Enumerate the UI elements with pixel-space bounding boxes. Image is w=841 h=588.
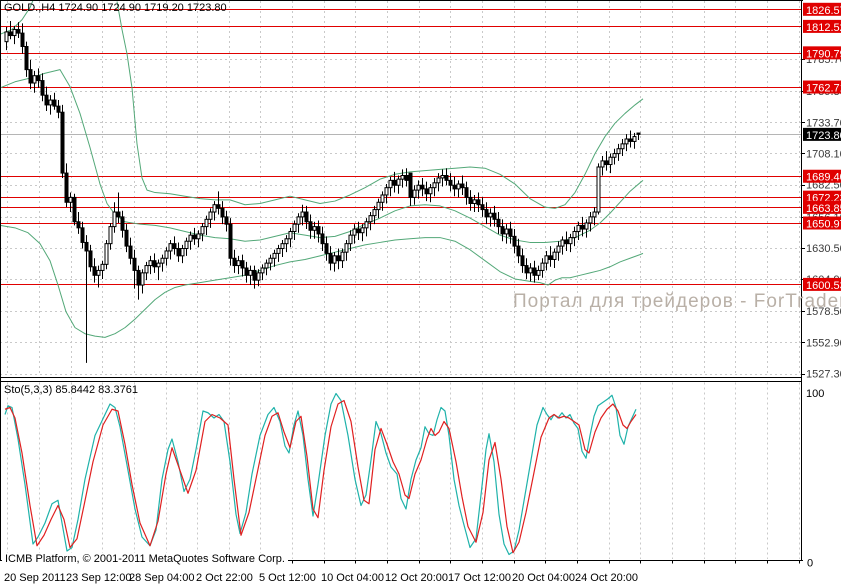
svg-text:1689.40: 1689.40 bbox=[806, 172, 841, 184]
svg-text:2 Oct 22:00: 2 Oct 22:00 bbox=[196, 572, 253, 584]
stochastic-indicator bbox=[4, 392, 637, 556]
svg-text:20 Sep 2011: 20 Sep 2011 bbox=[4, 572, 66, 584]
svg-text:1552.90: 1552.90 bbox=[806, 337, 841, 349]
svg-text:100: 100 bbox=[806, 388, 824, 400]
watermark-text: Портал для трейдеров - ForTrader.ru bbox=[513, 291, 841, 312]
price-levels bbox=[0, 9, 801, 285]
svg-text:5 Oct 12:00: 5 Oct 12:00 bbox=[259, 572, 316, 584]
svg-text:24 Oct 20:00: 24 Oct 20:00 bbox=[575, 572, 638, 584]
svg-text:1762.71: 1762.71 bbox=[806, 83, 841, 95]
candles bbox=[4, 20, 641, 363]
svg-text:20 Oct 04:00: 20 Oct 04:00 bbox=[512, 572, 575, 584]
panel-frame bbox=[0, 0, 803, 561]
svg-text:1600.53: 1600.53 bbox=[806, 280, 841, 292]
price-axis: 1785.701759.301733.701708.101682.501656.… bbox=[801, 2, 841, 570]
svg-text:1812.52: 1812.52 bbox=[806, 22, 841, 34]
platform-copyright: ICMB Platform, © 2001-2011 MetaQuotes So… bbox=[2, 553, 288, 565]
svg-text:17 Oct 12:00: 17 Oct 12:00 bbox=[448, 572, 511, 584]
svg-text:1723.80: 1723.80 bbox=[806, 130, 841, 142]
svg-text:1733.70: 1733.70 bbox=[806, 117, 841, 129]
svg-text:1826.57: 1826.57 bbox=[806, 5, 841, 17]
svg-text:0: 0 bbox=[807, 558, 813, 570]
svg-text:1630.50: 1630.50 bbox=[806, 243, 841, 255]
indicator-label: Sto(5,3,3) 85.8442 83.3761 bbox=[4, 384, 138, 396]
svg-text:1790.79: 1790.79 bbox=[806, 48, 841, 60]
svg-text:1650.97: 1650.97 bbox=[806, 219, 841, 231]
grid bbox=[0, 1, 801, 559]
bollinger-bands bbox=[0, 0, 644, 338]
svg-text:12 Oct 20:00: 12 Oct 20:00 bbox=[385, 572, 448, 584]
svg-text:1527.30: 1527.30 bbox=[806, 369, 841, 381]
svg-text:1708.10: 1708.10 bbox=[806, 148, 841, 160]
svg-text:1578.50: 1578.50 bbox=[806, 306, 841, 318]
svg-text:1785.70: 1785.70 bbox=[806, 54, 841, 66]
svg-text:23 Sep 12:00: 23 Sep 12:00 bbox=[66, 572, 131, 584]
svg-text:28 Sep 04:00: 28 Sep 04:00 bbox=[129, 572, 194, 584]
svg-text:1663.85: 1663.85 bbox=[806, 203, 841, 215]
svg-text:10 Oct 04:00: 10 Oct 04:00 bbox=[321, 572, 384, 584]
chart-title: GOLD.,H4 1724.90 1724.90 1719.20 1723.80 bbox=[4, 2, 227, 14]
